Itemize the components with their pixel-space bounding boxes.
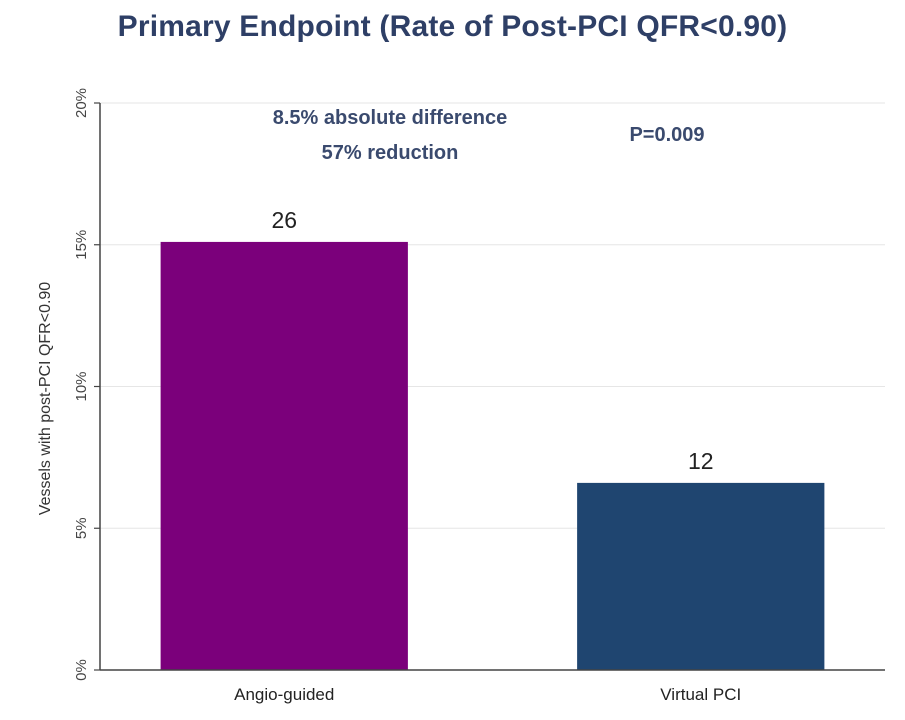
- y-tick-label: 5%: [73, 517, 90, 539]
- y-tick-label: 0%: [73, 659, 90, 681]
- x-tick-label: Virtual PCI: [660, 685, 741, 704]
- y-axis-label: Vessels with post-PCI QFR<0.90: [37, 282, 54, 516]
- x-ticks: Angio-guided Virtual PCI: [234, 685, 741, 704]
- y-ticks: 0% 5% 10% 15% 20%: [73, 88, 100, 681]
- bar-value-label: 26: [271, 207, 297, 233]
- y-tick-label: 10%: [73, 371, 90, 401]
- bar-angio-guided: [160, 241, 408, 671]
- chart-title: Primary Endpoint (Rate of Post-PCI QFR<0…: [117, 10, 788, 43]
- y-tick-label: 15%: [73, 230, 90, 260]
- annotation-absolute-difference: 8.5% absolute difference: [273, 107, 508, 129]
- y-tick-label: 20%: [73, 88, 90, 118]
- bar-labels: 26 12: [271, 207, 713, 474]
- annotation-reduction: 57% reduction: [322, 142, 459, 164]
- bars: [160, 241, 825, 671]
- bar-value-label: 12: [688, 448, 714, 474]
- x-tick-label: Angio-guided: [234, 685, 334, 704]
- annotation-p-value: P=0.009: [629, 124, 704, 146]
- bar-virtual-pci: [577, 482, 825, 670]
